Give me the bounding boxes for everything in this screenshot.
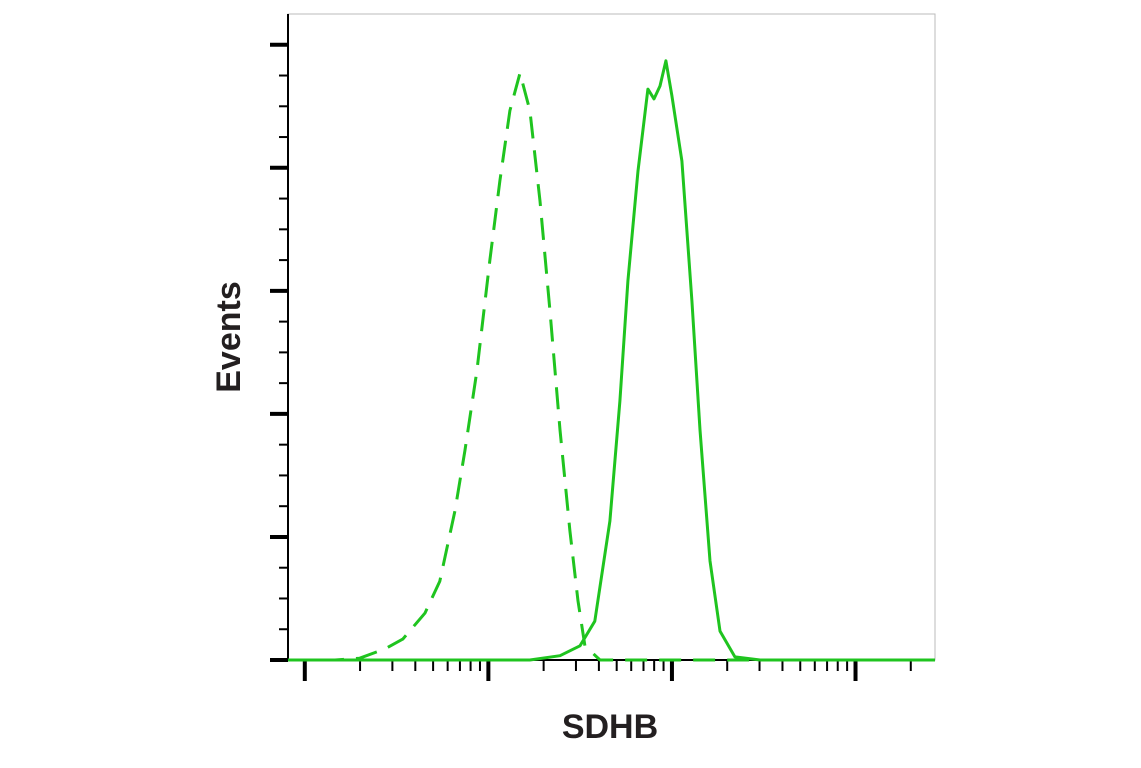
x-axis-title: SDHB	[562, 708, 658, 746]
plot-frame	[287, 13, 936, 661]
solid-line	[288, 59, 935, 662]
y-axis-title: Events	[210, 281, 248, 393]
dashed-line	[288, 71, 935, 662]
